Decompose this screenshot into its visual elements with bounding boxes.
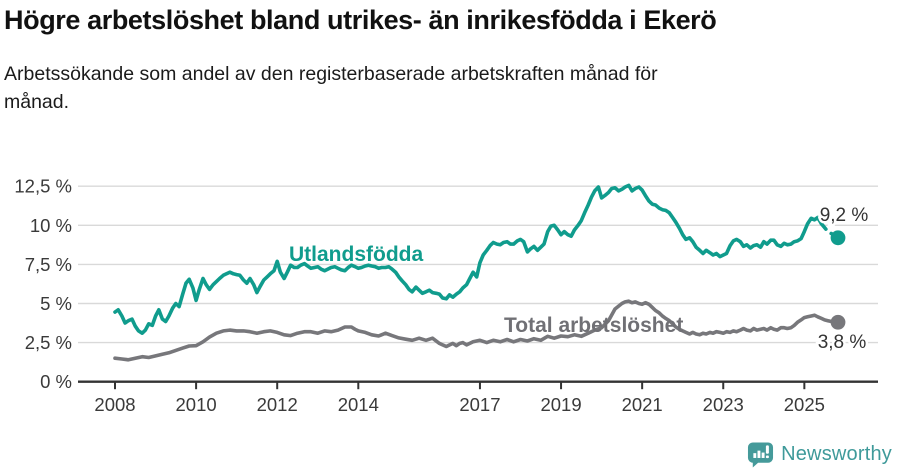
- exclamation-dot: [765, 455, 769, 459]
- end-value-label-utlandsf-dda: 9,2 %: [820, 205, 869, 226]
- y-tick-label: 2,5 %: [25, 332, 72, 353]
- x-tick-label: 2014: [338, 394, 379, 415]
- bar-medium: [761, 452, 765, 458]
- x-tick-label: 2017: [459, 394, 500, 415]
- y-tick-label: 0 %: [40, 371, 72, 392]
- series-label-total-arbetsl-shet: Total arbetslöshet: [504, 314, 683, 337]
- series-line-utlandsf-dda: [113, 183, 824, 336]
- x-tick-label: 2023: [703, 394, 744, 415]
- series-label-utlandsf-dda: Utlandsfödda: [289, 243, 423, 266]
- bar-small: [753, 453, 757, 458]
- x-tick-label: 2019: [540, 394, 581, 415]
- y-tick-label: 5 %: [40, 293, 72, 314]
- x-tick-label: 2010: [176, 394, 217, 415]
- y-tick-label: 12,5 %: [14, 176, 72, 197]
- end-dot-utlandsf-dda: [830, 230, 846, 246]
- y-tick-label: 7,5 %: [25, 254, 72, 275]
- y-tick-label: 10 %: [30, 215, 72, 236]
- chart-title: Högre arbetslöshet bland utrikes- än inr…: [4, 5, 717, 35]
- end-dot-total-arbetsl-shet: [830, 314, 846, 330]
- newsworthy-logo-icon: [748, 442, 774, 468]
- newsworthy-logo: Newsworthy: [747, 441, 892, 468]
- x-tick-label: 2012: [257, 394, 298, 415]
- newsworthy-logo-text: Newsworthy: [781, 443, 892, 465]
- x-tick-label: 2025: [784, 394, 825, 415]
- series-line-total-arbetsl-shet: [113, 299, 840, 362]
- speech-bubble-shape: [748, 442, 774, 468]
- end-value-label-total-arbetsl-shet: 3,8 %: [818, 332, 867, 353]
- chart-subtitle: Arbetssökande som andel av den registerb…: [4, 63, 658, 113]
- x-tick-label: 2008: [94, 394, 135, 415]
- bar-tall: [757, 450, 761, 458]
- exclamation-stem: [765, 445, 769, 454]
- x-tick-label: 2021: [622, 394, 663, 415]
